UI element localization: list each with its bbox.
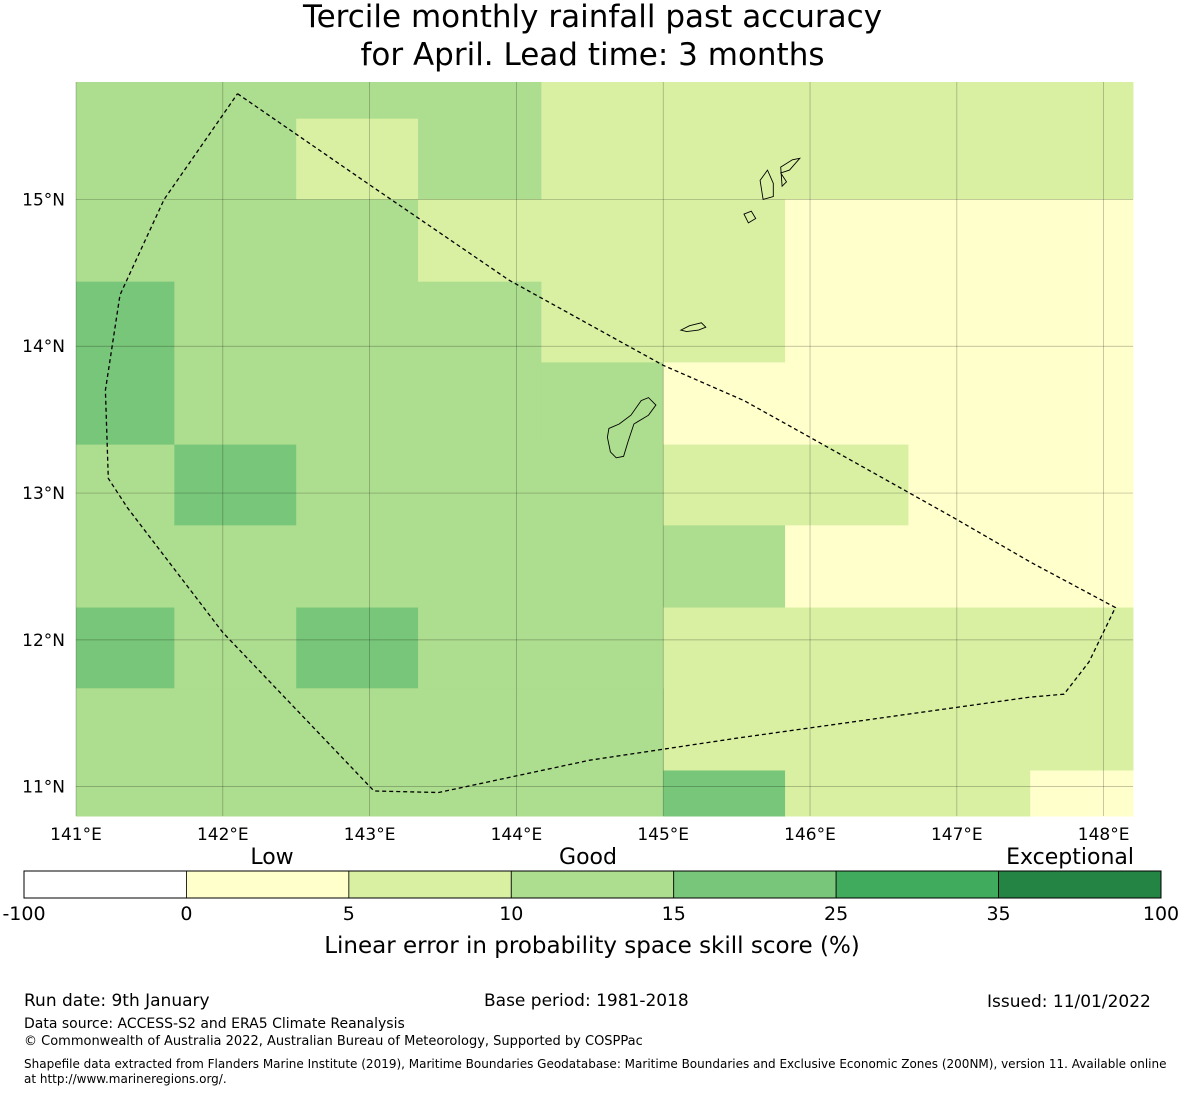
colorbar: -100 0 5 10 15 25 35 100 Low Good Exceptional Linea… [2,845,1179,959]
grid-cell-1 [296,82,419,120]
base-period: Base period: 1981-2018 [484,991,689,1011]
eez-boundary-line [104,93,1117,794]
grid-cell-10 [541,281,786,363]
grid-cell-11 [541,362,664,446]
x-tick-label: 148°E [1078,825,1130,845]
grid-cell-0 [76,82,297,200]
colorbar-tick-label: 25 [824,903,848,925]
colorbar-category-label: Low [250,845,293,870]
map-title-line-1: Tercile monthly rainfall past accuracy [302,0,883,35]
island-outline-3 [759,169,774,200]
grid-cell-26 [663,607,1134,771]
grid-cell-2 [296,118,419,200]
axis-tick-labels: 141°E 142°E 143°E 144°E 145°E 146°E 147°E 148°E… [22,190,1129,845]
grid-cell-28 [663,770,786,817]
island-outline-1 [679,322,707,333]
colorbar-frame [23,870,1162,899]
colorbar-segment-6 [998,870,1162,899]
y-tick-label: 14°N [22,337,65,357]
shapefile-credit: Shapefile data extracted from Flanders M… [24,1057,1167,1086]
grid-cell-12 [663,362,786,446]
grid-cell-4 [541,82,1134,200]
x-tick-label: 145°E [637,825,689,845]
grid-cell-22 [76,607,175,689]
map-title-line-2: for April. Lead time: 3 months [360,37,825,73]
colorbar-tick-label: 35 [986,903,1010,925]
colorbar-axis-label: Linear error in probability space skill … [324,933,860,959]
grid-cell-24 [296,607,419,689]
issued-date: Issued: 11/01/2022 [987,992,1151,1012]
grid-cell-9 [174,281,542,446]
colorbar-segment-0 [23,870,187,899]
grid-cell-14 [76,444,175,609]
x-tick-label: 142°E [197,825,249,845]
grid-cell-25 [418,607,664,689]
eez-boundary [104,93,1117,794]
island-outline-2 [743,210,757,224]
x-tick-label: 143°E [344,825,396,845]
y-tick-label: 13°N [22,484,65,504]
grid-cell-30 [1030,770,1134,817]
grid-cell-19 [663,525,786,609]
colorbar-tick-label: 15 [662,903,686,925]
colorbar-category-label: Exceptional [1006,845,1134,870]
colorbar-tick-label: 10 [499,903,523,925]
grid-cell-29 [785,770,1031,817]
copyright: © Commonwealth of Australia 2022, Austra… [24,1034,643,1049]
colorbar-tick-label: 100 [1143,903,1179,925]
graticule [75,82,1133,816]
grid-cell-27 [76,688,664,817]
y-tick-label: 11°N [22,778,65,798]
colorbar-tick-label: -100 [2,903,45,925]
grid-cell-16 [174,525,297,609]
grid-cell-17 [296,444,664,609]
colorbar-segment-4 [673,870,837,899]
data-source: Data source: ACCESS-S2 and ERA5 Climate … [24,1016,405,1032]
x-tick-label: 144°E [491,825,543,845]
island-outline-0 [606,397,657,459]
grid-cell-5 [76,199,419,283]
grid-cell-21 [908,444,1134,609]
colorbar-segment-1 [186,870,350,899]
x-tick-label: 146°E [784,825,836,845]
x-tick-label: 147°E [931,825,983,845]
island-outlines [606,157,802,459]
grid-cell-13 [785,281,1134,446]
grid-cell-8 [76,281,175,446]
colorbar-segment-3 [510,870,675,899]
island-outline-4 [780,157,802,188]
colorbar-category-label: Good [559,845,617,870]
y-tick-label: 12°N [22,631,65,651]
y-tick-label: 15°N [22,190,65,210]
skill-score-grid [76,82,1134,817]
grid-cell-3 [418,82,542,200]
grid-cell-15 [174,444,297,526]
grid-cell-20 [785,525,909,609]
grid-cell-18 [663,444,909,526]
colorbar-tick-label: 0 [180,903,192,925]
colorbar-segment-5 [835,870,999,899]
grid-cell-23 [174,607,297,689]
colorbar-segment-2 [348,870,512,899]
grid-cell-7 [785,199,1134,283]
x-tick-label: 141°E [50,825,102,845]
grid-cell-6 [418,199,786,283]
run-date: Run date: 9th January [24,991,210,1011]
colorbar-tick-label: 5 [343,903,355,925]
